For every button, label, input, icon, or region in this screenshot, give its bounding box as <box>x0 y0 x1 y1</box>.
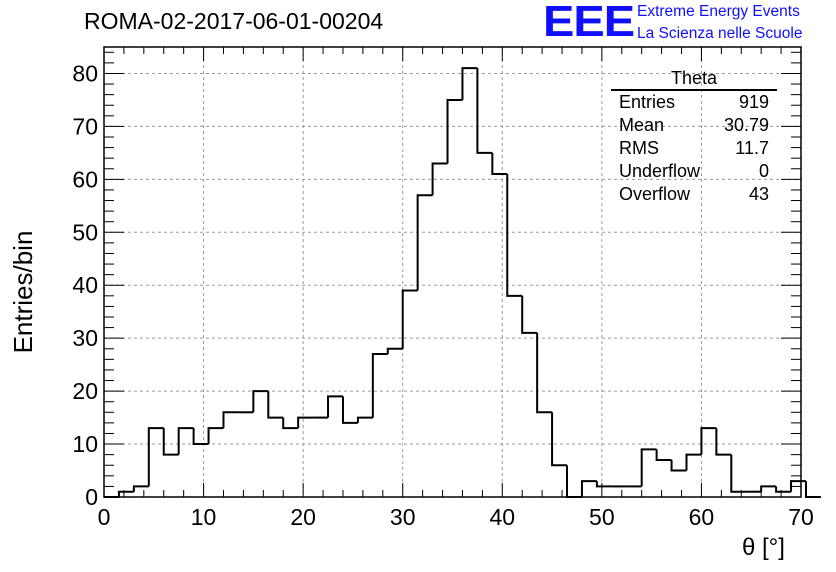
histogram-bin <box>401 289 418 349</box>
y-axis-label: Entries/bin <box>8 230 38 354</box>
histogram-bin <box>685 453 702 471</box>
histogram-bin <box>327 395 343 418</box>
stats-name: Theta <box>670 68 718 88</box>
histogram-bin <box>491 152 508 176</box>
histogram-bin <box>371 353 388 418</box>
x-tick-labels: 0 10 20 30 40 50 60 70 <box>98 504 814 530</box>
histogram-bin <box>580 480 597 497</box>
histogram-bin <box>461 67 478 100</box>
histogram-bin <box>192 428 209 446</box>
histogram-bars <box>104 67 821 498</box>
logo-line-1: Extreme Energy Events <box>637 3 800 20</box>
x-tick-label: 10 <box>191 504 217 530</box>
stats-label: Overflow <box>619 184 691 204</box>
stats-row-mean: Mean 30.79 <box>611 114 777 137</box>
histogram-bin <box>446 98 463 164</box>
plot-frame <box>103 46 802 498</box>
histogram-bin <box>252 390 269 413</box>
histogram-bin <box>341 396 358 424</box>
histogram-bin <box>655 449 672 461</box>
axis-ticks <box>103 47 802 498</box>
histogram-bin <box>804 481 821 498</box>
histogram-bin <box>595 481 612 488</box>
histogram-bin <box>147 427 164 487</box>
logo-line-2: La Scienza nelle Scuole <box>637 25 803 42</box>
stats-value: 11.7 <box>735 138 769 158</box>
x-tick-label: 40 <box>489 504 515 530</box>
stats-label: RMS <box>619 138 659 158</box>
y-tick-label: 0 <box>85 484 98 510</box>
histogram-bin <box>267 391 284 419</box>
eee-logo: EEE <box>543 0 635 46</box>
y-tick-label: 60 <box>72 166 98 192</box>
histogram-bin <box>297 416 314 429</box>
x-tick-label: 0 <box>98 504 111 530</box>
grid-lines <box>104 47 801 497</box>
y-tick-label: 70 <box>72 113 98 139</box>
stats-label: Mean <box>619 115 665 135</box>
histogram-bin <box>715 428 732 456</box>
histogram-bin <box>356 416 373 423</box>
histogram-bin <box>222 411 239 429</box>
y-tick-label: 80 <box>72 60 98 86</box>
histogram-bin <box>536 332 553 414</box>
y-tick-label: 40 <box>72 272 98 298</box>
histogram-bin <box>506 174 523 297</box>
stats-label: Entries <box>619 92 676 112</box>
stats-divider <box>611 89 777 91</box>
histogram-bin <box>640 448 657 487</box>
x-tick-label: 60 <box>689 504 715 530</box>
histogram-bin <box>431 162 448 196</box>
y-tick-label: 30 <box>72 325 98 351</box>
chart-title: ROMA-02-2017-06-01-00204 <box>84 8 384 34</box>
y-tick-label: 20 <box>72 378 98 404</box>
histogram-bin <box>162 428 179 456</box>
stats-value: 0 <box>758 161 769 181</box>
x-tick-label: 70 <box>788 504 814 530</box>
histogram-bin <box>177 427 194 455</box>
x-tick-label: 50 <box>589 504 615 530</box>
stats-row-rms: RMS 11.7 <box>611 137 777 160</box>
histogram-bin <box>730 454 747 493</box>
x-axis-label: θ [°] <box>742 534 785 561</box>
histogram-bin <box>416 194 433 291</box>
y-tick-label: 10 <box>72 431 98 457</box>
stats-value: 43 <box>748 184 769 204</box>
histogram-bin <box>700 427 717 455</box>
stats-box: Theta Entries 919 Mean 30.79 RMS 11.7 Un… <box>611 68 777 206</box>
histogram-bin <box>551 412 568 467</box>
stats-label: Underflow <box>619 161 701 181</box>
histogram-bin <box>476 68 493 154</box>
histogram-bin <box>207 427 224 445</box>
stats-value: 30.79 <box>723 115 769 135</box>
histogram-bin <box>521 295 538 334</box>
histogram-bin <box>117 490 134 497</box>
x-tick-label: 20 <box>290 504 316 530</box>
stats-row-underflow: Underflow 0 <box>611 160 777 183</box>
histogram-bin <box>775 486 792 493</box>
stats-value: 919 <box>738 92 769 112</box>
histogram-bin <box>670 459 687 472</box>
stats-row-overflow: Overflow 43 <box>611 183 777 206</box>
x-tick-label: 30 <box>390 504 416 530</box>
histogram-bin <box>566 465 582 498</box>
y-tick-labels: 0 10 20 30 40 50 60 70 80 <box>72 60 98 510</box>
histogram-bin <box>386 347 403 355</box>
stats-row-entries: Entries 919 <box>611 91 777 114</box>
histogram-bin <box>282 417 299 430</box>
histogram-bin <box>760 485 777 492</box>
y-tick-label: 50 <box>72 219 98 245</box>
histogram-bin <box>132 485 149 492</box>
